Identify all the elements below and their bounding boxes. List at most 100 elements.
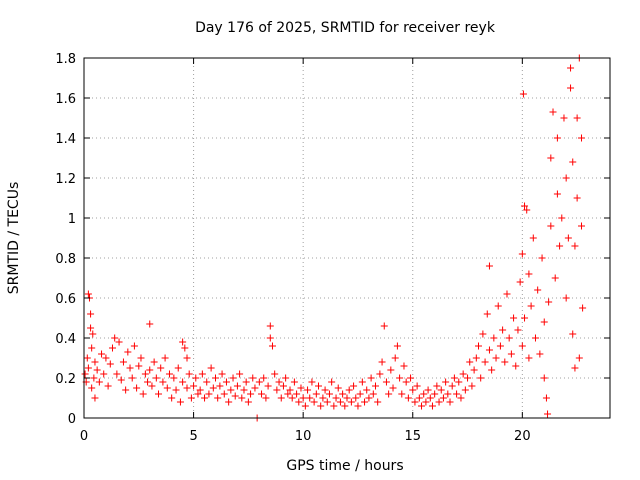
data-point bbox=[407, 374, 415, 382]
data-point bbox=[279, 382, 287, 390]
data-point bbox=[428, 402, 436, 410]
data-point bbox=[468, 382, 476, 390]
data-point bbox=[547, 154, 555, 162]
data-point bbox=[536, 350, 544, 358]
data-point bbox=[130, 342, 138, 350]
data-point bbox=[176, 398, 184, 406]
data-point bbox=[157, 364, 165, 372]
data-point bbox=[317, 402, 325, 410]
data-point bbox=[93, 366, 101, 374]
data-point bbox=[531, 334, 539, 342]
data-point bbox=[218, 370, 226, 378]
data-point bbox=[573, 194, 581, 202]
data-point bbox=[244, 398, 252, 406]
data-point bbox=[128, 374, 136, 382]
data-point bbox=[304, 386, 312, 394]
data-point bbox=[174, 364, 182, 372]
data-point bbox=[575, 354, 583, 362]
data-point bbox=[242, 378, 250, 386]
data-point bbox=[222, 378, 230, 386]
data-point bbox=[323, 398, 331, 406]
data-point bbox=[569, 158, 577, 166]
data-point bbox=[238, 394, 246, 402]
data-point bbox=[444, 390, 452, 398]
data-point bbox=[420, 390, 428, 398]
data-point bbox=[371, 382, 379, 390]
data-point bbox=[144, 378, 152, 386]
data-point bbox=[385, 390, 393, 398]
data-point bbox=[569, 330, 577, 338]
data-point bbox=[374, 398, 382, 406]
data-point bbox=[277, 394, 285, 402]
data-point bbox=[207, 364, 215, 372]
data-point bbox=[361, 398, 369, 406]
data-point bbox=[391, 354, 399, 362]
data-point bbox=[133, 384, 141, 392]
data-point bbox=[558, 214, 566, 222]
y-axis-label: SRMTID / TECUs bbox=[6, 182, 22, 295]
y-tick-label: 1.8 bbox=[55, 52, 76, 67]
data-point bbox=[104, 382, 112, 390]
data-point bbox=[525, 354, 533, 362]
data-point bbox=[492, 354, 500, 362]
data-point bbox=[442, 378, 450, 386]
data-point bbox=[389, 384, 397, 392]
data-point bbox=[102, 354, 110, 362]
plot-frame bbox=[83, 57, 611, 419]
y-tick-label: 0.4 bbox=[55, 332, 76, 347]
data-point bbox=[483, 310, 491, 318]
data-point bbox=[415, 394, 423, 402]
data-point bbox=[404, 394, 412, 402]
data-point bbox=[490, 334, 498, 342]
data-point bbox=[266, 334, 274, 342]
data-point bbox=[220, 390, 228, 398]
y-tick-label: 0.6 bbox=[55, 292, 76, 307]
data-point bbox=[209, 384, 217, 392]
data-point bbox=[464, 374, 472, 382]
data-point bbox=[505, 334, 513, 342]
data-point bbox=[516, 278, 524, 286]
data-point bbox=[190, 382, 198, 390]
data-point bbox=[455, 378, 463, 386]
data-point bbox=[461, 386, 469, 394]
data-point bbox=[470, 366, 478, 374]
data-point bbox=[271, 370, 279, 378]
data-point bbox=[409, 386, 417, 394]
data-point bbox=[139, 390, 147, 398]
data-point bbox=[418, 402, 426, 410]
x-tick-label: 10 bbox=[295, 429, 312, 444]
data-point bbox=[433, 382, 441, 390]
data-point bbox=[258, 390, 266, 398]
data-point bbox=[345, 386, 353, 394]
data-points bbox=[81, 54, 587, 422]
data-point bbox=[98, 350, 106, 358]
data-point bbox=[562, 294, 570, 302]
data-point bbox=[312, 390, 320, 398]
data-point bbox=[341, 402, 349, 410]
data-point bbox=[564, 234, 572, 242]
data-point bbox=[90, 374, 98, 382]
data-point bbox=[514, 326, 522, 334]
data-point bbox=[137, 354, 145, 362]
data-point bbox=[510, 314, 518, 322]
data-point bbox=[529, 234, 537, 242]
data-point bbox=[545, 298, 553, 306]
data-point bbox=[453, 390, 461, 398]
data-point bbox=[422, 398, 430, 406]
data-point bbox=[89, 330, 97, 338]
data-point bbox=[544, 410, 552, 418]
data-point bbox=[288, 394, 296, 402]
data-point bbox=[117, 376, 125, 384]
data-point bbox=[192, 374, 200, 382]
data-point bbox=[264, 382, 272, 390]
axis-ticks: 0 0.2 0.4 0.6 0.8 1 1.2 1.4 1.6 1.8 0 5 10 15 20 bbox=[55, 52, 610, 444]
data-point bbox=[262, 394, 270, 402]
data-point bbox=[365, 394, 373, 402]
data-point bbox=[450, 374, 458, 382]
y-tick-label: 0 bbox=[68, 412, 76, 427]
data-point bbox=[400, 362, 408, 370]
data-point bbox=[334, 384, 342, 392]
data-point bbox=[479, 330, 487, 338]
y-tick-label: 1.6 bbox=[55, 92, 76, 107]
